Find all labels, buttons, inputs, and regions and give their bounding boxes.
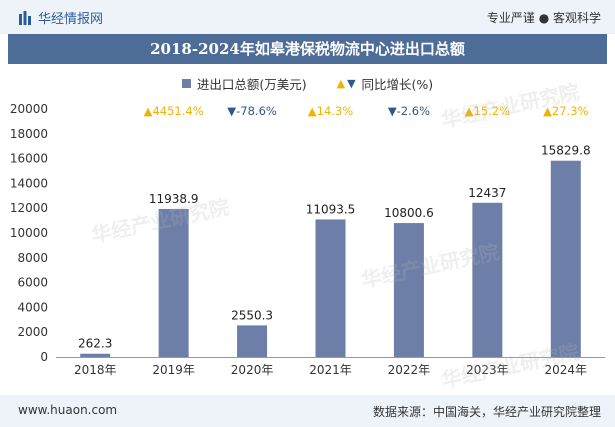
y-tick-label: 4000	[17, 300, 48, 314]
growth-label: ▼-78.6%	[227, 104, 277, 118]
y-tick-label: 14000	[10, 176, 48, 190]
x-tick-label: 2024年	[545, 363, 588, 377]
top-bar: 华经情报网 专业严谨 ● 客观科学	[0, 0, 615, 34]
brand-logo-icon	[19, 10, 31, 25]
growth-label: ▲15.2%	[465, 104, 510, 118]
bar-value-label: 12437	[468, 186, 506, 200]
y-tick-label: 10000	[10, 226, 48, 240]
y-tick-label: 12000	[10, 201, 48, 215]
y-tick-label: 16000	[10, 152, 48, 166]
y-tick-label: 2000	[17, 325, 48, 339]
bar	[550, 160, 581, 357]
y-tick-label: 20000	[10, 102, 48, 116]
growth-label: ▲4451.4%	[144, 104, 204, 118]
bar-chart: 0 2000 4000 6000 8000 10000 12000 14000 16000 180…	[10, 102, 605, 377]
bar-value-label: 11938.9	[149, 192, 199, 206]
footer-site-link[interactable]: www.huaon.com	[18, 403, 118, 417]
legend-item-bar[interactable]: 进出口总额(万美元)	[181, 74, 307, 93]
tagline: 专业严谨 ● 客观科学	[486, 11, 601, 25]
bar	[472, 202, 503, 357]
legend-item-growth[interactable]: ▲ ▼ 同比增长(%)	[337, 74, 434, 93]
chart-area: 0 2000 4000 6000 8000 10000 12000 14000 16000 180…	[0, 95, 615, 394]
growth-label: ▲14.3%	[308, 104, 353, 118]
legend-growth-label: 同比增长(%)	[361, 76, 434, 92]
bar-value-label: 10800.6	[384, 206, 434, 220]
y-tick-label: 0	[40, 350, 48, 364]
bar	[237, 325, 268, 357]
y-tick-label: 6000	[17, 276, 48, 290]
legend-bar-label: 进出口总额(万美元)	[196, 76, 307, 92]
bar	[315, 219, 346, 357]
bar	[393, 223, 424, 357]
x-tick-label: 2023年	[466, 363, 509, 377]
footer: www.huaon.com 数据来源：中国海关，华经产业研究院整理	[0, 395, 615, 427]
chart-title: 2018-2024年如皋港保税物流中心进出口总额	[8, 34, 607, 64]
bar-value-label: 262.3	[78, 337, 112, 351]
y-tick-label: 18000	[10, 127, 48, 141]
growth-label: ▼-2.6%	[388, 104, 430, 118]
x-tick-label: 2020年	[231, 363, 274, 377]
footer-source: 数据来源：中国海关，华经产业研究院整理	[372, 405, 601, 419]
x-tick-label: 2018年	[74, 363, 117, 377]
bar-value-label: 2550.3	[231, 308, 273, 322]
x-tick-label: 2021年	[309, 363, 352, 377]
bar-value-label: 15829.8	[541, 144, 591, 158]
y-tick-label: 8000	[17, 251, 48, 265]
triangle-up-icon: ▲	[336, 76, 346, 90]
brand[interactable]: 华经情报网	[18, 8, 103, 27]
legend: 进出口总额(万美元) ▲ ▼ 同比增长(%)	[0, 74, 615, 92]
x-tick-label: 2022年	[388, 363, 431, 377]
legend-bar-swatch	[181, 78, 191, 88]
bar	[158, 208, 189, 357]
brand-name: 华经情报网	[38, 12, 104, 27]
x-tick-label: 2019年	[152, 363, 195, 377]
growth-label: ▲27.3%	[543, 104, 588, 118]
triangle-down-icon: ▼	[347, 76, 356, 90]
bar	[80, 353, 111, 357]
bar-value-label: 11093.5	[306, 202, 356, 216]
